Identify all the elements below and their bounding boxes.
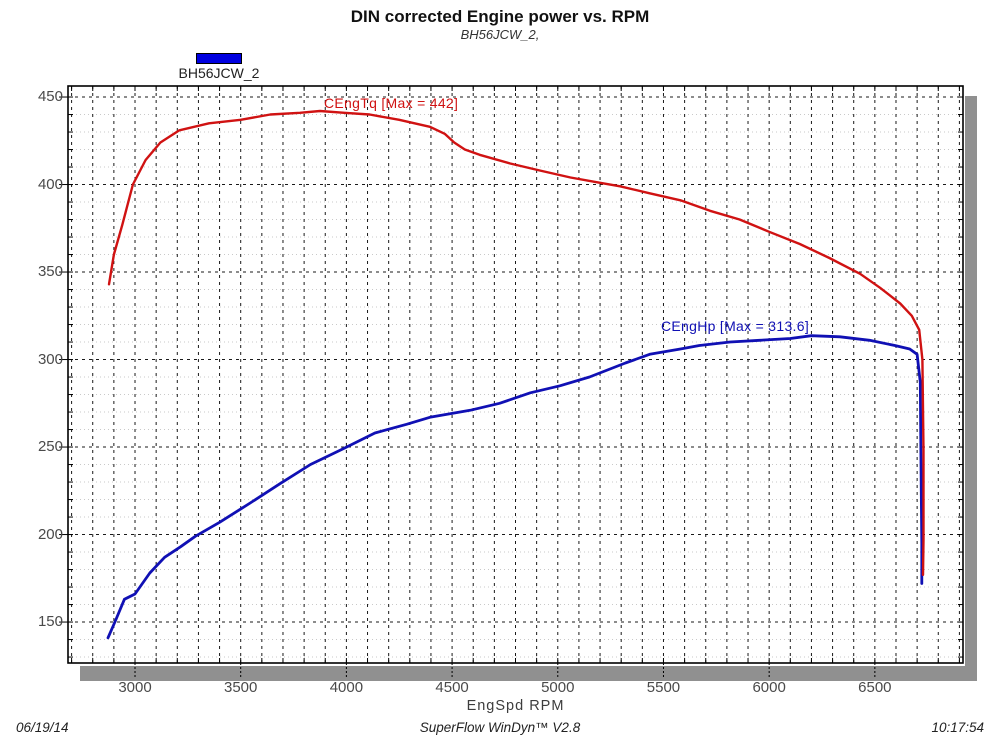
grid-minor-horizontal — [68, 114, 963, 658]
legend-run-label: BH56JCW_2 — [178, 65, 260, 81]
x-major-tick-stubs — [134, 663, 876, 678]
x-axis-title: EngSpd RPM — [466, 698, 565, 714]
y-tick-label: 300 — [37, 350, 63, 368]
y-tick-label: 200 — [37, 525, 63, 543]
plot-border — [67, 85, 964, 664]
y-tick-label: 250 — [37, 438, 63, 456]
plot-shadow — [80, 96, 977, 681]
grid-major-horizontal — [68, 96, 963, 623]
y-tick-label: 350 — [37, 263, 63, 281]
axis-major-ticks — [59, 96, 68, 623]
footer-app-name: SuperFlow WinDyn™ V2.8 — [419, 720, 581, 735]
legend-swatch — [196, 53, 242, 64]
chart-title: DIN corrected Engine power vs. RPM — [350, 7, 650, 26]
chart-subtitle: BH56JCW_2, — [460, 27, 540, 42]
series-CEngHp — [106, 334, 924, 640]
x-tick-label: 4000 — [329, 679, 364, 696]
y-tick-label: 400 — [37, 175, 63, 193]
grid-vertical — [71, 86, 960, 663]
footer-time: 10:17:54 — [931, 720, 984, 735]
torque-curve-label: CEngTq [Max = 442] — [324, 95, 459, 111]
x-tick-label: 4500 — [435, 679, 469, 696]
x-tick-label: 6500 — [858, 679, 892, 696]
axis-minor-ticks — [68, 86, 963, 663]
y-tick-label: 450 — [37, 88, 63, 106]
x-tick-label: 6000 — [752, 679, 786, 696]
power-curve-label: CEngHp [Max = 313.6] — [661, 318, 810, 334]
x-tick-label: 5000 — [541, 679, 575, 696]
x-tick-label: 3000 — [118, 679, 152, 696]
x-tick-label: 3500 — [224, 679, 258, 696]
x-tick-label: 5500 — [646, 679, 681, 696]
y-tick-label: 150 — [37, 613, 63, 631]
footer-date: 06/19/14 — [16, 720, 69, 735]
series-CEngTq — [107, 109, 925, 576]
